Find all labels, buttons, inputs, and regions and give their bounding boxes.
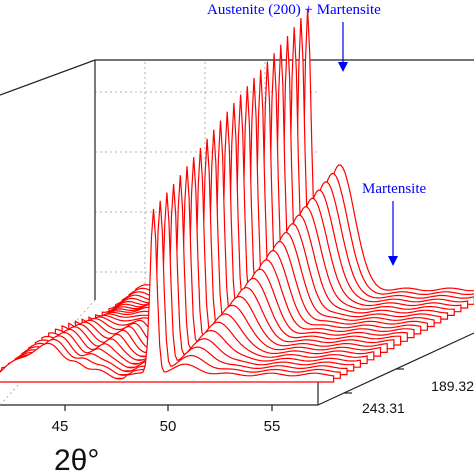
xrd-trace-5 — [7, 175, 361, 368]
depth-tick-label: 243.31 — [362, 400, 405, 416]
depth-axis-ticks: 189.32 243.31 — [344, 368, 474, 416]
xrd-trace-13 — [61, 102, 415, 339]
x-tick-label: 55 — [264, 418, 281, 435]
xrd-trace-1 — [0, 209, 335, 383]
xrd-trace-11 — [48, 120, 402, 346]
xrd-trace-9 — [34, 138, 388, 353]
annotation-austenite-martensite: Austenite (200) + Martensite — [207, 2, 381, 18]
xrd-trace-7 — [21, 157, 375, 361]
xrd-trace-10 — [41, 129, 395, 350]
arrow-down-icon — [388, 201, 398, 266]
xrd-trace-12 — [54, 111, 408, 342]
waterfall-traces — [0, 8, 474, 383]
depth-tick-label: 189.32 — [431, 378, 474, 394]
xrd-trace-6 — [14, 166, 368, 365]
xrd-trace-4 — [1, 183, 355, 372]
x-tick-label: 50 — [160, 418, 177, 435]
x-axis-ticks: 45 50 55 — [52, 405, 281, 435]
x-axis-title: 2θ° — [54, 444, 99, 474]
peak-annotations: Austenite (200) + Martensite Martensite — [207, 2, 426, 266]
x-tick-label: 45 — [52, 418, 69, 435]
xrd-trace-8 — [28, 147, 382, 357]
annotation-martensite: Martensite — [362, 181, 426, 197]
back-wall-outline — [0, 59, 474, 96]
arrow-down-icon — [338, 22, 348, 72]
